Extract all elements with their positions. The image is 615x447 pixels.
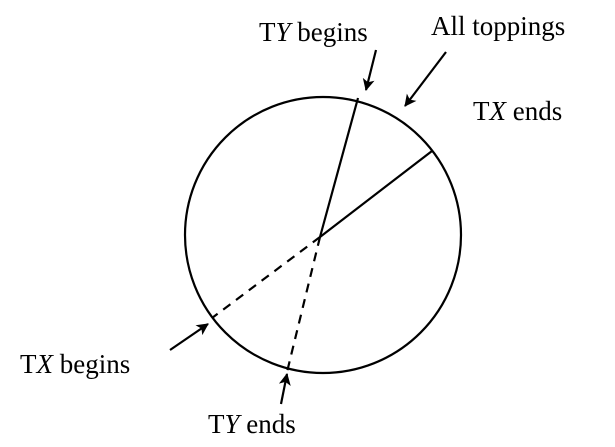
- ty-ends-radius: [285, 236, 322, 373]
- pizza-circle: [183, 95, 463, 375]
- tx-ends-label: TX ends: [473, 96, 562, 126]
- tx-ends-radius: [319, 150, 433, 238]
- all-toppings-label: All toppings: [431, 11, 565, 41]
- ty-begins-label: TY begins: [259, 17, 368, 47]
- ty-ends-label: TY ends: [208, 409, 296, 439]
- ty-begins-arrow: [362, 49, 378, 91]
- all-toppings-arrow: [404, 51, 447, 107]
- tx-begins-arrow: [169, 323, 209, 351]
- tx-begins-radius: [211, 236, 321, 319]
- ty-ends-arrow: [278, 373, 291, 405]
- ty-begins-radius: [318, 97, 360, 238]
- tx-begins-label: TX begins: [20, 349, 130, 379]
